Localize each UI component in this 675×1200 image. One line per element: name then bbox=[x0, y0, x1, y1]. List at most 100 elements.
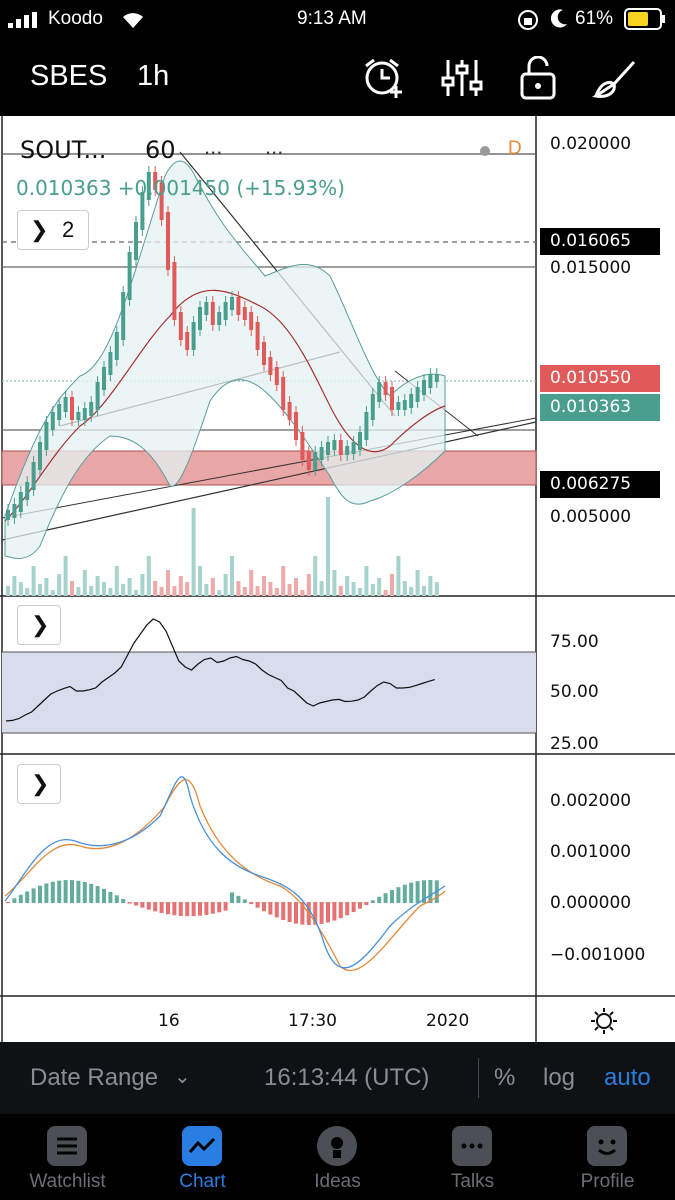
candle bbox=[217, 312, 222, 325]
macd-bar bbox=[18, 894, 23, 903]
candle bbox=[223, 302, 228, 320]
volume-bar bbox=[25, 588, 30, 596]
volume-bar bbox=[159, 587, 164, 596]
volume-bars bbox=[6, 497, 439, 596]
price-axis-label: 0.015000 bbox=[550, 258, 632, 278]
symbol-button[interactable]: SBES bbox=[30, 60, 108, 92]
interval-button[interactable]: 1h bbox=[137, 60, 170, 92]
chevron-right-icon: ❯ bbox=[31, 612, 50, 637]
legend-dots: ... bbox=[204, 134, 223, 159]
candle bbox=[422, 380, 426, 395]
smile-icon bbox=[587, 1126, 627, 1166]
volume-bar bbox=[249, 570, 254, 596]
volume-bar bbox=[76, 587, 81, 596]
volume-bar bbox=[185, 582, 190, 596]
macd-expander-button[interactable]: ❯ bbox=[17, 764, 61, 804]
tab-label: Talks bbox=[450, 1171, 495, 1192]
volume-bar bbox=[345, 576, 350, 596]
alarm-icon[interactable] bbox=[360, 56, 408, 100]
price-axis-label: 0.005000 bbox=[550, 507, 632, 527]
volume-bar bbox=[383, 590, 388, 596]
tab-watchlist[interactable]: Watchlist bbox=[0, 1114, 135, 1200]
settings-sun-icon[interactable] bbox=[590, 1007, 618, 1035]
legend-symbol[interactable]: SOUT... bbox=[20, 136, 107, 164]
macd-signal-line bbox=[4, 779, 446, 972]
candle bbox=[351, 442, 356, 454]
volume-bar bbox=[70, 581, 74, 596]
candle bbox=[313, 452, 318, 470]
volume-bar bbox=[268, 582, 273, 596]
macd-bar bbox=[332, 902, 337, 921]
candle bbox=[198, 307, 202, 330]
macd-bar bbox=[44, 883, 49, 903]
date-range-button[interactable]: Date Range bbox=[30, 1064, 159, 1091]
indicators-icon[interactable] bbox=[438, 56, 486, 100]
tab-profile[interactable]: Profile bbox=[540, 1114, 675, 1200]
candle bbox=[236, 297, 241, 315]
candle bbox=[428, 374, 433, 388]
trendline-lower-2[interactable] bbox=[1, 417, 537, 519]
chart-area[interactable]: SOUT... 60 ... ... D 0.010363 +0.001450 … bbox=[0, 116, 675, 1042]
candle bbox=[249, 312, 254, 330]
candle bbox=[415, 387, 420, 402]
macd-bar bbox=[127, 902, 132, 904]
candle bbox=[268, 357, 273, 375]
macd-bar bbox=[268, 902, 273, 915]
chart-canvas[interactable] bbox=[0, 116, 675, 1042]
time-axis-label: 16 bbox=[158, 1011, 180, 1031]
macd-bar bbox=[262, 902, 266, 912]
candle bbox=[153, 172, 158, 190]
candle bbox=[127, 252, 132, 300]
candle bbox=[287, 402, 292, 420]
status-bar: Koodo 9:13 AM 61% bbox=[0, 0, 675, 40]
utc-time[interactable]: 16:13:44 (UTC) bbox=[264, 1064, 430, 1091]
signal-icon bbox=[8, 12, 37, 28]
macd-bar bbox=[57, 880, 62, 903]
macd-bar bbox=[166, 902, 170, 915]
macd-bar bbox=[223, 902, 228, 911]
lock-icon[interactable] bbox=[514, 56, 562, 100]
tab-talks[interactable]: Talks bbox=[405, 1114, 540, 1200]
macd-bar bbox=[121, 898, 126, 903]
macd-bar bbox=[172, 902, 177, 916]
volume-bar bbox=[204, 584, 209, 596]
candle bbox=[76, 412, 81, 420]
volume-bar bbox=[178, 576, 183, 596]
macd-line bbox=[4, 776, 446, 969]
volume-bar bbox=[434, 582, 439, 596]
tab-chart[interactable]: Chart bbox=[135, 1114, 270, 1200]
candle bbox=[338, 440, 343, 455]
macd-bar bbox=[383, 893, 388, 903]
volume-bar bbox=[294, 578, 298, 596]
macd-bar bbox=[281, 902, 286, 921]
log-scale-button[interactable]: log bbox=[543, 1064, 576, 1091]
indicators-expander-button[interactable]: ❯ 2 bbox=[17, 210, 89, 250]
candlestick-series bbox=[6, 166, 439, 526]
volume-bar bbox=[82, 570, 87, 596]
macd-bar bbox=[198, 902, 202, 916]
candle bbox=[191, 322, 196, 350]
volume-bar bbox=[127, 578, 132, 596]
volume-bar bbox=[140, 574, 145, 596]
candle bbox=[25, 482, 30, 500]
volume-bar bbox=[6, 586, 10, 596]
auto-scale-button[interactable]: auto bbox=[604, 1064, 651, 1091]
macd-bar bbox=[76, 880, 81, 903]
volume-bar bbox=[18, 582, 23, 596]
macd-bar bbox=[178, 902, 183, 916]
divider bbox=[478, 1058, 479, 1098]
macd-bar bbox=[153, 902, 158, 912]
volume-bar bbox=[370, 584, 375, 596]
tab-ideas[interactable]: Ideas bbox=[270, 1114, 405, 1200]
rsi-expander-button[interactable]: ❯ bbox=[17, 605, 61, 645]
macd-bar bbox=[255, 902, 260, 908]
candle bbox=[57, 404, 62, 420]
candle bbox=[50, 412, 55, 430]
drawing-brush-icon[interactable] bbox=[592, 56, 640, 100]
macd-bar bbox=[230, 892, 234, 903]
price-tag-high: 0.016065 bbox=[540, 228, 660, 255]
candle bbox=[364, 412, 369, 440]
percent-scale-button[interactable]: % bbox=[494, 1064, 516, 1091]
trendline-lower[interactable] bbox=[1, 421, 537, 541]
chevron-down-icon[interactable]: ⌄ bbox=[174, 1066, 191, 1088]
